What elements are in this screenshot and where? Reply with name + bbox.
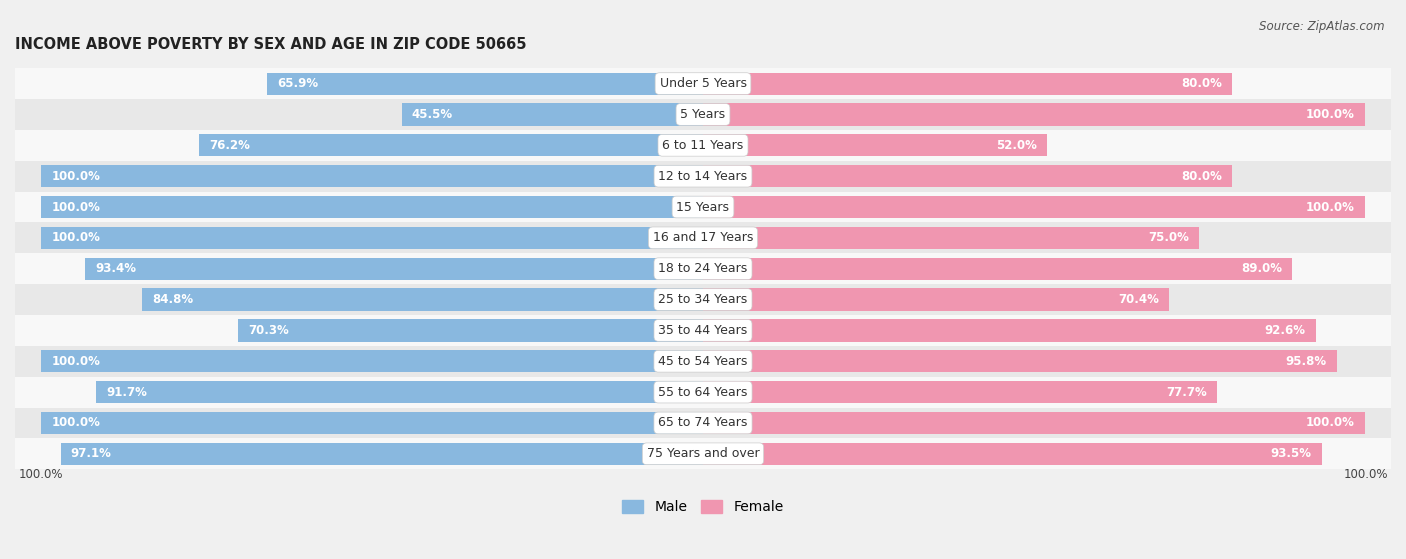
Bar bbox=[41, 165, 703, 187]
Text: 70.3%: 70.3% bbox=[247, 324, 288, 337]
Bar bbox=[238, 319, 703, 342]
Bar bbox=[15, 192, 1391, 222]
Bar bbox=[15, 161, 1391, 192]
Text: 70.4%: 70.4% bbox=[1118, 293, 1159, 306]
Text: 75.0%: 75.0% bbox=[1149, 231, 1189, 244]
Bar bbox=[703, 165, 1232, 187]
Text: 65 to 74 Years: 65 to 74 Years bbox=[658, 416, 748, 429]
Bar bbox=[703, 73, 1232, 94]
Bar bbox=[703, 134, 1047, 157]
Text: 100.0%: 100.0% bbox=[52, 201, 100, 214]
Bar bbox=[402, 103, 703, 126]
Text: 45 to 54 Years: 45 to 54 Years bbox=[658, 355, 748, 368]
Text: 75 Years and over: 75 Years and over bbox=[647, 447, 759, 460]
Bar bbox=[15, 99, 1391, 130]
Text: 18 to 24 Years: 18 to 24 Years bbox=[658, 262, 748, 275]
Text: 16 and 17 Years: 16 and 17 Years bbox=[652, 231, 754, 244]
Text: 35 to 44 Years: 35 to 44 Years bbox=[658, 324, 748, 337]
Text: INCOME ABOVE POVERTY BY SEX AND AGE IN ZIP CODE 50665: INCOME ABOVE POVERTY BY SEX AND AGE IN Z… bbox=[15, 37, 526, 53]
Bar bbox=[15, 130, 1391, 161]
Text: 77.7%: 77.7% bbox=[1167, 386, 1208, 399]
Bar bbox=[97, 381, 703, 403]
Text: Under 5 Years: Under 5 Years bbox=[659, 77, 747, 90]
Text: 80.0%: 80.0% bbox=[1181, 169, 1222, 183]
Text: 100.0%: 100.0% bbox=[18, 468, 63, 481]
Bar bbox=[15, 377, 1391, 408]
Bar bbox=[267, 73, 703, 94]
Bar bbox=[703, 288, 1168, 311]
Bar bbox=[703, 350, 1337, 372]
Legend: Male, Female: Male, Female bbox=[617, 495, 789, 520]
Bar bbox=[703, 196, 1365, 218]
Text: 5 Years: 5 Years bbox=[681, 108, 725, 121]
Text: 93.4%: 93.4% bbox=[96, 262, 136, 275]
Bar bbox=[15, 253, 1391, 284]
Text: 12 to 14 Years: 12 to 14 Years bbox=[658, 169, 748, 183]
Bar bbox=[15, 284, 1391, 315]
Text: 15 Years: 15 Years bbox=[676, 201, 730, 214]
Bar bbox=[41, 196, 703, 218]
Bar bbox=[15, 315, 1391, 346]
Bar bbox=[703, 412, 1365, 434]
Bar bbox=[703, 319, 1316, 342]
Bar bbox=[142, 288, 703, 311]
Text: 76.2%: 76.2% bbox=[209, 139, 250, 152]
Text: 100.0%: 100.0% bbox=[1306, 201, 1354, 214]
Text: 97.1%: 97.1% bbox=[70, 447, 111, 460]
Text: 55 to 64 Years: 55 to 64 Years bbox=[658, 386, 748, 399]
Bar bbox=[15, 438, 1391, 469]
Text: 95.8%: 95.8% bbox=[1285, 355, 1327, 368]
Bar bbox=[41, 350, 703, 372]
Bar bbox=[198, 134, 703, 157]
Text: 100.0%: 100.0% bbox=[1306, 416, 1354, 429]
Text: 100.0%: 100.0% bbox=[52, 231, 100, 244]
Text: 100.0%: 100.0% bbox=[52, 416, 100, 429]
Text: 80.0%: 80.0% bbox=[1181, 77, 1222, 90]
Text: 92.6%: 92.6% bbox=[1264, 324, 1306, 337]
Text: 100.0%: 100.0% bbox=[52, 169, 100, 183]
Text: 91.7%: 91.7% bbox=[107, 386, 148, 399]
Bar bbox=[15, 408, 1391, 438]
Bar bbox=[703, 227, 1199, 249]
Text: 25 to 34 Years: 25 to 34 Years bbox=[658, 293, 748, 306]
Bar bbox=[703, 443, 1322, 465]
Text: 52.0%: 52.0% bbox=[997, 139, 1038, 152]
Text: 65.9%: 65.9% bbox=[277, 77, 318, 90]
Text: 84.8%: 84.8% bbox=[152, 293, 193, 306]
Bar bbox=[15, 68, 1391, 99]
Bar bbox=[703, 258, 1292, 280]
Bar bbox=[703, 103, 1365, 126]
Bar bbox=[60, 443, 703, 465]
Bar bbox=[86, 258, 703, 280]
Text: 100.0%: 100.0% bbox=[1343, 468, 1388, 481]
Bar bbox=[703, 381, 1218, 403]
Text: 89.0%: 89.0% bbox=[1241, 262, 1282, 275]
Bar bbox=[15, 222, 1391, 253]
Bar bbox=[41, 412, 703, 434]
Bar bbox=[15, 346, 1391, 377]
Bar bbox=[41, 227, 703, 249]
Text: 100.0%: 100.0% bbox=[1306, 108, 1354, 121]
Text: 6 to 11 Years: 6 to 11 Years bbox=[662, 139, 744, 152]
Text: Source: ZipAtlas.com: Source: ZipAtlas.com bbox=[1260, 20, 1385, 32]
Text: 45.5%: 45.5% bbox=[412, 108, 453, 121]
Text: 100.0%: 100.0% bbox=[52, 355, 100, 368]
Text: 93.5%: 93.5% bbox=[1271, 447, 1312, 460]
